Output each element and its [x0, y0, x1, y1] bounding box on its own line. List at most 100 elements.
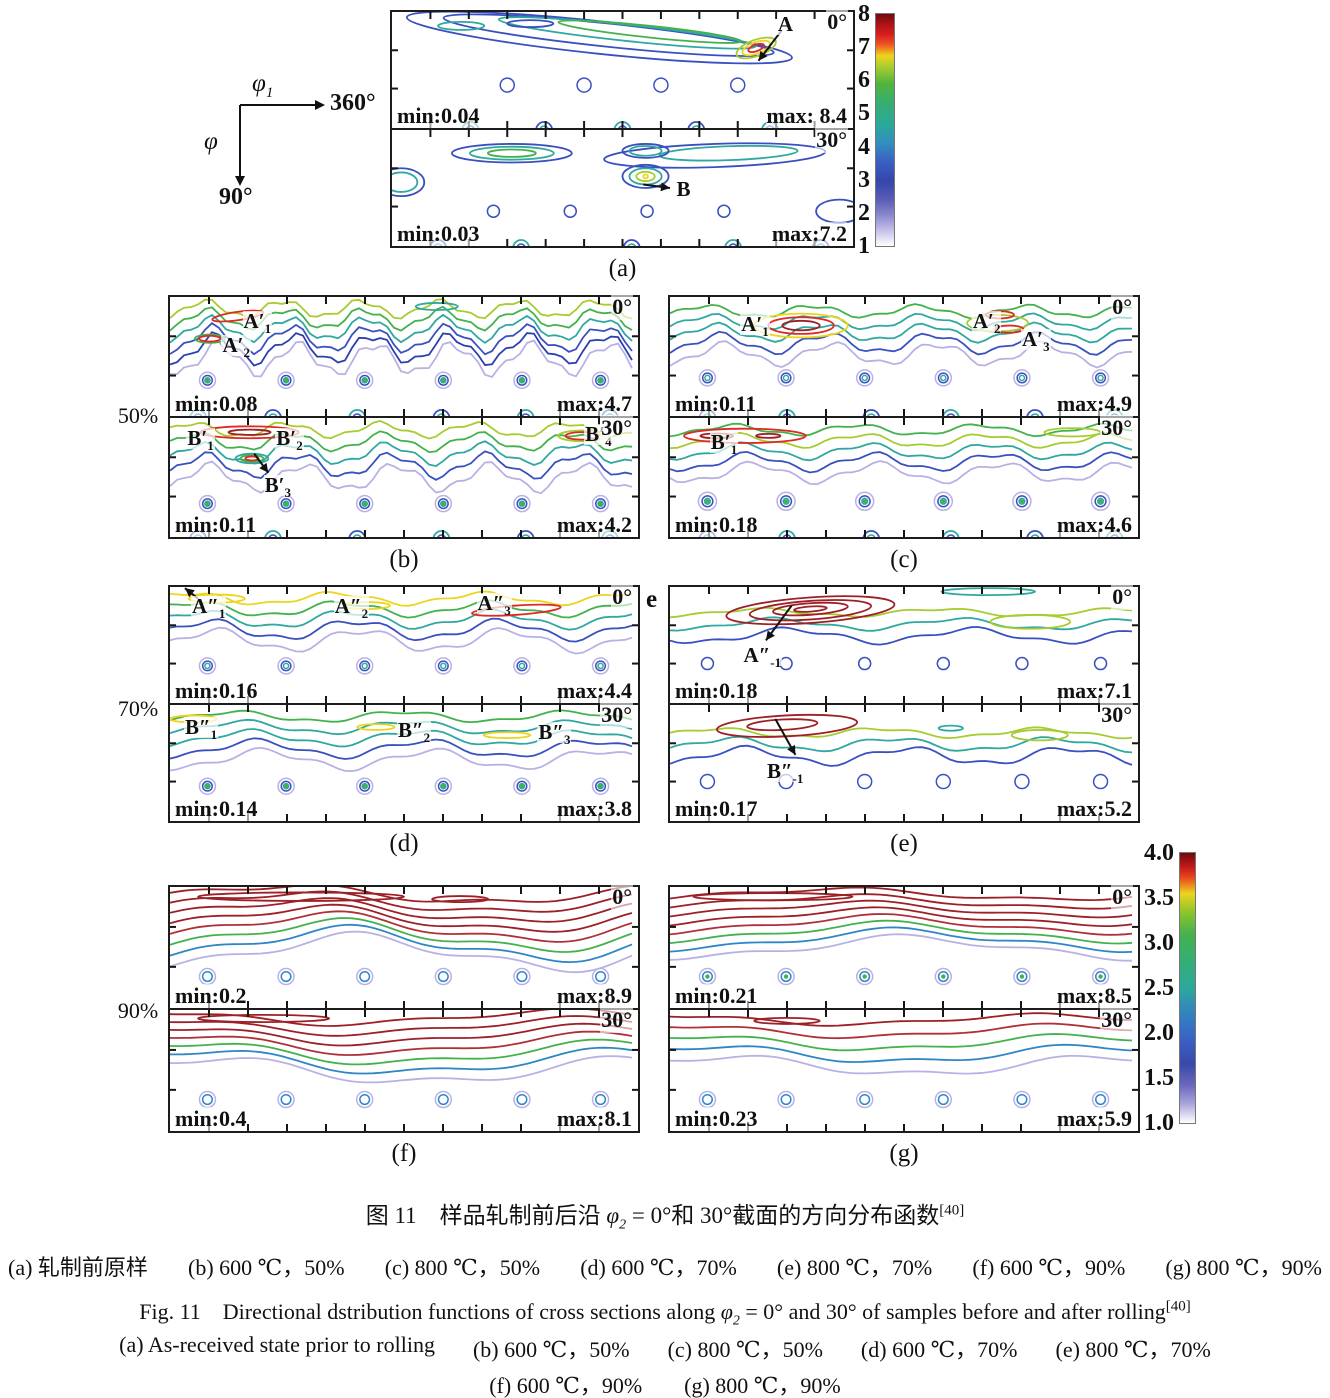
caption-item-c: (c) 800 ℃，50%	[667, 1337, 823, 1362]
panel-e-marker: e	[646, 586, 658, 613]
panel-b: A′1 A′2 0° min:0.08 max:4.7 B′1 B′2 B′4 B′3 30° mi…	[168, 294, 640, 574]
caption-item-g: (g) 800 ℃，90%	[1165, 1255, 1322, 1280]
max-label: max:5.2	[1056, 795, 1132, 821]
min-label: min:0.21	[675, 982, 758, 1008]
annotation-label: A″3	[476, 590, 512, 618]
min-label: min:0.2	[175, 982, 247, 1008]
caption-en-title-text2: = 0° and 30° of samples before and after…	[739, 1299, 1166, 1324]
subpanel-e-30deg: B″-1 30° min:0.17 max:5.2	[668, 702, 1140, 823]
annotation-label: B′2	[275, 425, 304, 453]
min-label: min:0.04	[397, 102, 480, 128]
subpanel-b-0deg: A′1 A′2 0° min:0.08 max:4.7	[168, 294, 640, 418]
annotation-label: A′2	[221, 333, 252, 361]
colorbar-gradient	[1179, 852, 1196, 1124]
subpanel-a-30deg: B 30° min:0.03 max:7.2	[390, 127, 855, 248]
colorbar-tick: 3	[858, 166, 870, 193]
phi1-subscript: 1	[265, 85, 274, 101]
caption-en-title: Fig. 11 Directional dstribution function…	[0, 1294, 1330, 1329]
colorbar-bottom: 4.0 3.5 3.0 2.5 2.0 1.5 1.0	[1144, 841, 1196, 1135]
min-label: min:0.17	[675, 795, 758, 821]
subpanel-e-0deg: A″-1 0° min:0.18 max:7.1	[668, 584, 1140, 705]
max-label: max:8.5	[1056, 982, 1132, 1008]
colorbar-tick: 2	[858, 199, 870, 226]
caption-zh-title-text2: = 0°和 30°截面的方向分布函数	[626, 1203, 940, 1228]
panel-caption-d: (d)	[389, 830, 419, 857]
colorbar-tick: 5	[858, 100, 870, 127]
colorbar-tick: 1	[858, 232, 870, 259]
contour-plot	[170, 887, 638, 1008]
caption-zh-title-text: 图 11 样品轧制前后沿	[365, 1203, 607, 1228]
angle-label: 30°	[815, 127, 848, 154]
max-label: max:7.1	[1056, 677, 1132, 703]
colorbar-tick: 8	[858, 1, 870, 27]
min-label: min:0.18	[675, 677, 758, 703]
phi1-symbol: φ	[252, 70, 266, 97]
contour-plot	[670, 705, 1138, 821]
caption-item-f: (f) 600 ℃，90%	[489, 1373, 643, 1398]
phi-axis-arrow	[235, 105, 245, 186]
min-label: min:0.11	[675, 390, 757, 416]
max-label: max:3.8	[556, 795, 632, 821]
min-label: min:0.16	[175, 677, 258, 703]
phi1-axis-label: φ1	[252, 70, 273, 102]
max-label: max:4.7	[556, 390, 632, 416]
panel-caption-f: (f)	[391, 1140, 417, 1167]
colorbar-tick: 3.5	[1144, 885, 1174, 911]
max-label: max:4.2	[556, 511, 632, 537]
angle-label: 30°	[600, 702, 633, 729]
panel-caption-c: (c)	[890, 546, 918, 573]
subpanel-a-0deg: A 0° min:0.04 max: 8.4	[390, 9, 855, 130]
panel-caption-b: (b)	[389, 546, 419, 573]
panel-f: 0° min:0.2 max:8.9 30° min:0.4 max:8.1 (f)	[168, 884, 640, 1168]
phi2-symbol: φ2	[721, 1299, 740, 1328]
colorbar-tick: 2.0	[1144, 1020, 1174, 1046]
caption-item-f: (f) 600 ℃，90%	[972, 1255, 1126, 1280]
max-label: max:5.9	[1056, 1105, 1132, 1131]
subpanel-f-30deg: 30° min:0.4 max:8.1	[168, 1007, 640, 1133]
annotation-label: B″-1	[765, 758, 805, 786]
caption-zh-title: 图 11 样品轧制前后沿 φ2 = 0°和 30°截面的方向分布函数[40]	[0, 1196, 1330, 1234]
caption-item-g: (g) 800 ℃，90%	[684, 1373, 841, 1398]
annotation-label: A″-1	[742, 643, 783, 671]
min-label: min:0.23	[675, 1105, 758, 1131]
panel-caption-g: (g)	[889, 1140, 919, 1167]
angle-label: 30°	[1100, 1007, 1133, 1034]
row-label-90pct: 90%	[117, 998, 159, 1023]
subpanel-g-30deg: 30° min:0.23 max:5.9	[668, 1007, 1140, 1133]
phi-axis-end-label: 90°	[219, 184, 253, 210]
phi2-sub: 2	[619, 1217, 627, 1233]
min-label: min:0.14	[175, 795, 258, 821]
subpanel-c-30deg: B′1 30° min:0.18 max:4.6	[668, 415, 1140, 539]
phi1-axis-end-label: 360°	[330, 90, 376, 116]
phi2-sub: 2	[732, 1313, 740, 1329]
row-label-50pct: 50%	[117, 403, 159, 428]
panel-e: A″-1 0° min:0.18 max:7.1 B″-1 30° min:0.17 max:…	[668, 584, 1140, 858]
angle-label: 0°	[826, 9, 848, 36]
colorbar-bottom-ticks: 4.0 3.5 3.0 2.5 2.0 1.5 1.0	[1144, 841, 1174, 1135]
panel-c: A′1 A′2 A′3 0° min:0.11 max:4.9 B′1 30° min:0.18…	[668, 294, 1140, 574]
subpanel-d-0deg: A″1 A″2 A″3 0° min:0.16 max:4.4	[168, 584, 640, 705]
phi-axis-label: φ	[204, 128, 218, 155]
annotation-label: B	[675, 176, 692, 201]
annotation-label: A′1	[242, 309, 273, 337]
colorbar-tick: 4	[858, 133, 870, 160]
annotation-label: A	[776, 12, 795, 37]
annotation-label: B′3	[263, 473, 293, 501]
annotation-label: B″2	[396, 718, 432, 746]
panel-g: 0° min:0.21 max:8.5 30° min:0.23 max:5.9 (g)	[668, 884, 1140, 1168]
annotation-label: B″1	[184, 714, 219, 742]
colorbar-tick: 4.0	[1144, 840, 1174, 866]
colorbar-tick: 1.5	[1144, 1065, 1174, 1091]
caption-item-d: (d) 600 ℃，70%	[580, 1255, 737, 1280]
colorbar-tick: 7	[858, 34, 870, 61]
subpanel-d-30deg: B″1 B″2 B″3 30° min:0.14 max:3.8	[168, 702, 640, 823]
contour-plot	[170, 418, 638, 537]
min-label: min:0.18	[675, 511, 758, 537]
annotation-label: A″1	[191, 594, 227, 622]
contour-plot	[392, 12, 853, 128]
caption-en-items-line1: (a) As-received state prior to rolling (…	[0, 1332, 1330, 1364]
annotation-label: A′1	[740, 311, 770, 339]
angle-label: 0°	[611, 884, 633, 911]
caption-en-ref: [40]	[1165, 1298, 1191, 1315]
angle-label: 0°	[1111, 884, 1133, 911]
